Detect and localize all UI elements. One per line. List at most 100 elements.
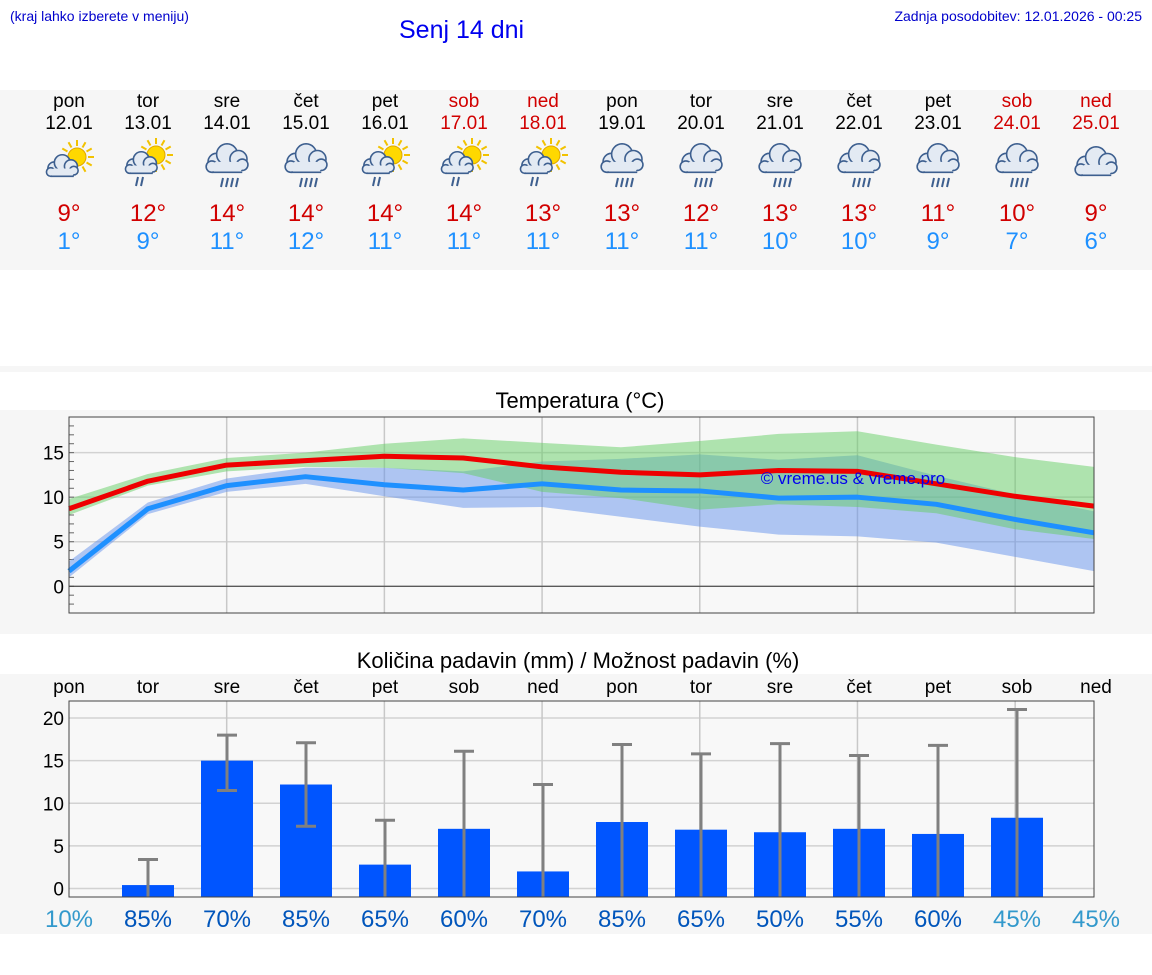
precipitation-chart-title: Količina padavin (mm) / Možnost padavin … — [357, 648, 800, 673]
precip-day-label: sob — [449, 677, 480, 698]
last-updated: Zadnja posodobitev: 12.01.2026 - 00:25 — [894, 8, 1142, 24]
day-name: sre — [214, 91, 240, 112]
temperature-chart-title: Temperatura (°C) — [496, 388, 665, 413]
max-temp: 13° — [525, 200, 561, 227]
day-date: 13.01 — [124, 113, 172, 134]
precip-y-tick: 20 — [43, 709, 64, 730]
min-temp: 11° — [684, 228, 719, 255]
precip-chance-label: 85% — [124, 906, 172, 933]
day-name: sob — [1002, 91, 1033, 112]
cloud-rain-icon — [837, 143, 881, 188]
sun-cloud-rain-icon — [361, 138, 410, 187]
min-temp-line — [67, 474, 1095, 574]
precip-day-label: pon — [53, 677, 85, 698]
cloud-rain-icon — [284, 143, 328, 188]
day-date: 25.01 — [1072, 113, 1120, 134]
min-temp: 7° — [1006, 228, 1029, 255]
min-temp: 10° — [762, 228, 798, 255]
sun-cloud-rain-icon — [440, 138, 489, 187]
temperature-y-tick: 0 — [53, 577, 64, 598]
cloud-rain-icon — [916, 143, 960, 188]
min-temp: 11° — [368, 228, 403, 255]
precip-day-label: pet — [372, 677, 399, 698]
max-temp: 12° — [683, 200, 719, 227]
day-date: 24.01 — [993, 113, 1041, 134]
max-temp: 13° — [762, 200, 798, 227]
precip-chance-label: 65% — [361, 906, 409, 933]
min-temp: 11° — [210, 228, 245, 255]
day-date: 23.01 — [914, 113, 962, 134]
cloud-rain-icon — [995, 143, 1039, 188]
max-temp: 13° — [604, 200, 640, 227]
min-temp: 10° — [841, 228, 877, 255]
precip-y-tick: 15 — [43, 752, 64, 773]
day-name: čet — [846, 91, 872, 112]
precip-chance-label: 85% — [282, 906, 330, 933]
page-title: Senj 14 dni — [399, 16, 525, 44]
precip-y-tick: 5 — [53, 837, 64, 858]
day-date: 12.01 — [45, 113, 93, 134]
precip-chance-label: 70% — [519, 906, 567, 933]
max-temp: 9° — [58, 200, 81, 227]
precip-chance-label: 50% — [756, 906, 804, 933]
location-menu-hint: (kraj lahko izberete v meniju) — [10, 8, 189, 24]
day-name: pet — [925, 91, 952, 112]
day-name: pet — [372, 91, 399, 112]
day-name: tor — [690, 91, 713, 112]
precip-day-label: ned — [527, 677, 559, 698]
max-temp: 14° — [209, 200, 245, 227]
cloud-rain-icon — [600, 143, 644, 188]
min-temp: 11° — [605, 228, 640, 255]
precip-chance-label: 85% — [598, 906, 646, 933]
day-name: ned — [1080, 91, 1112, 112]
day-date: 16.01 — [361, 113, 409, 134]
precip-day-label: tor — [137, 677, 160, 698]
precip-day-label: pet — [925, 677, 952, 698]
precip-day-label: pon — [606, 677, 638, 698]
precip-day-label: sre — [214, 677, 240, 698]
daily-forecast-strip — [0, 90, 1152, 270]
min-temp: 6° — [1085, 228, 1108, 255]
precip-chance-label: 45% — [993, 906, 1041, 933]
max-temp-line — [68, 453, 1095, 512]
min-temp: 12° — [288, 228, 324, 255]
max-temp: 13° — [841, 200, 877, 227]
temperature-y-tick: 5 — [53, 533, 64, 554]
sun-cloud-rain-icon — [519, 138, 568, 187]
precip-chance-label: 70% — [203, 906, 251, 933]
max-temp: 14° — [288, 200, 324, 227]
day-date: 22.01 — [835, 113, 883, 134]
day-date: 14.01 — [203, 113, 251, 134]
day-date: 15.01 — [282, 113, 330, 134]
precip-chance-label: 60% — [440, 906, 488, 933]
max-temp: 12° — [130, 200, 166, 227]
sun-cloud-icon — [45, 140, 94, 178]
precip-chance-label: 10% — [45, 906, 93, 933]
day-name: tor — [137, 91, 160, 112]
cloud-rain-icon — [205, 143, 249, 188]
max-temp: 14° — [446, 200, 482, 227]
day-name: pon — [606, 91, 638, 112]
watermark: © vreme.us & vreme.pro — [761, 469, 945, 488]
day-date: 18.01 — [519, 113, 567, 134]
precip-day-label: ned — [1080, 677, 1112, 698]
temperature-y-tick: 15 — [43, 444, 64, 465]
max-temp: 14° — [367, 200, 403, 227]
precipitation-plot-frame — [68, 700, 1095, 898]
max-temp: 10° — [999, 200, 1035, 227]
clouds-icon — [1074, 146, 1118, 177]
day-name: sob — [449, 91, 480, 112]
precip-day-label: tor — [690, 677, 713, 698]
min-temp: 9° — [927, 228, 950, 255]
max-temp: 11° — [921, 200, 956, 227]
precip-chance-label: 60% — [914, 906, 962, 933]
temperature-plot-frame — [68, 416, 1095, 614]
day-date: 20.01 — [677, 113, 725, 134]
precip-chance-label: 65% — [677, 906, 725, 933]
min-temp: 11° — [447, 228, 482, 255]
day-date: 21.01 — [756, 113, 804, 134]
max-temp: 9° — [1085, 200, 1108, 227]
day-date: 17.01 — [440, 113, 488, 134]
precip-day-label: čet — [293, 677, 319, 698]
